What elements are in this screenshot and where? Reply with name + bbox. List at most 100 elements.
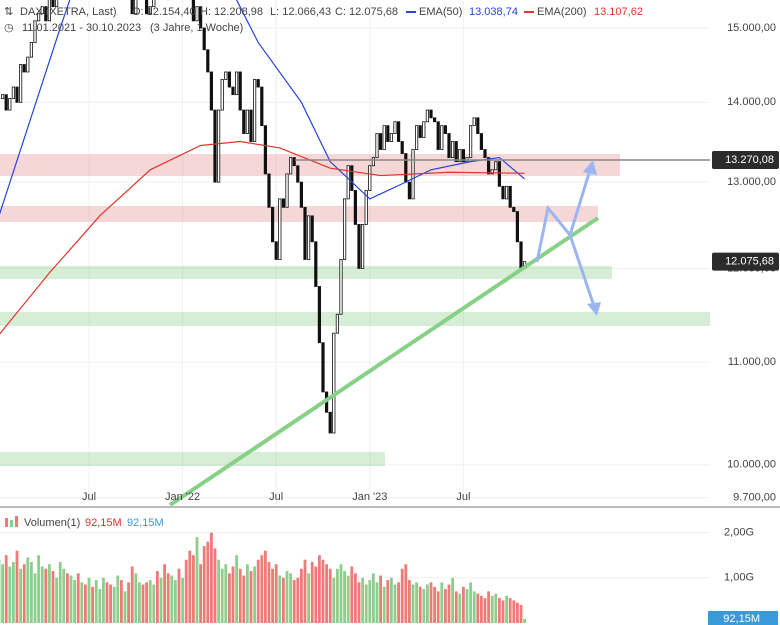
volume-bar — [516, 602, 519, 623]
candle — [263, 125, 268, 175]
x-tick-label: Jan '22 — [165, 491, 200, 503]
volume-bar — [458, 593, 462, 623]
volume-bar — [66, 573, 69, 623]
volume-badge-label: 92,15M — [723, 613, 760, 625]
candle — [26, 56, 30, 73]
volume-bar — [123, 591, 127, 623]
candle — [130, 0, 134, 15]
volume-bar — [30, 561, 33, 623]
volume-bar — [91, 586, 94, 623]
candle — [472, 117, 476, 127]
volume-bar — [436, 591, 440, 623]
candle — [292, 157, 296, 167]
volume-bar — [303, 559, 307, 623]
candle — [267, 173, 271, 208]
candle — [396, 121, 401, 142]
candle — [0, 94, 5, 99]
volume-bar — [188, 550, 192, 623]
zones — [0, 154, 710, 466]
volume-bar — [217, 559, 220, 623]
candle — [447, 133, 451, 158]
candle — [429, 109, 433, 119]
candle — [364, 190, 368, 225]
volume-bar — [444, 589, 447, 623]
candle — [328, 411, 332, 434]
candle — [245, 109, 249, 134]
volume-bar — [451, 577, 454, 623]
candle — [296, 165, 300, 183]
candle — [486, 157, 491, 175]
volume-bar — [69, 575, 73, 623]
candle — [400, 141, 404, 154]
volume-bar — [404, 564, 408, 623]
candle — [414, 125, 419, 150]
volume-bar — [472, 591, 476, 623]
volume-bar — [22, 564, 26, 623]
volume-title: Volumen(1) — [24, 517, 80, 529]
volume-bar — [134, 573, 138, 623]
volume-bar — [476, 593, 480, 623]
candle — [512, 206, 516, 212]
legend-value: 13.038,74 — [469, 6, 518, 18]
volume-bar — [364, 584, 368, 623]
volume-bar — [300, 568, 303, 623]
volume-bar — [51, 571, 55, 623]
price-badge — [712, 151, 779, 170]
volume-bar — [375, 582, 379, 623]
volume-bar — [192, 555, 195, 623]
volume-bar — [260, 555, 264, 623]
x-tick-label: Jan '23 — [352, 491, 387, 503]
volume-bar — [357, 582, 361, 623]
candle — [350, 165, 354, 191]
y-tick-label: 2,00G — [724, 527, 754, 539]
volume-bar — [253, 566, 256, 623]
volume-bar — [4, 555, 8, 623]
volume-bar — [213, 548, 217, 623]
volume-bar — [289, 573, 292, 623]
volume-bar — [159, 577, 163, 623]
volume-bar — [418, 586, 422, 623]
candle — [242, 109, 246, 134]
volume-bar — [382, 586, 386, 623]
volume-bar — [411, 584, 415, 623]
volume-bar — [465, 589, 469, 623]
volume-bar — [195, 537, 199, 623]
candle — [418, 125, 422, 138]
volume-bar — [62, 568, 66, 623]
volume-bar — [33, 573, 37, 623]
volume-bar — [505, 595, 508, 623]
volume-bar — [310, 561, 314, 623]
icon: ◷ — [4, 22, 14, 34]
x-tick-label: Jul — [269, 491, 283, 503]
candle — [195, 6, 199, 22]
candle — [47, 0, 52, 22]
volume-bar — [80, 582, 84, 623]
candle — [18, 64, 23, 103]
volume-bar — [498, 598, 501, 623]
candle — [148, 6, 152, 15]
candle — [342, 198, 347, 260]
scenario-arrow — [535, 169, 592, 263]
volume-bar — [184, 559, 188, 623]
volume-bar — [94, 580, 98, 623]
candle — [357, 224, 361, 269]
volume-bar — [246, 564, 249, 623]
drawings — [168, 160, 601, 507]
volume-bar — [19, 568, 22, 623]
volume-bar — [1, 564, 4, 623]
volume-bar — [174, 580, 177, 623]
date-range: 11.01.2021 - 30.10.2023 — [22, 22, 141, 34]
candle — [458, 149, 462, 163]
volume-bar — [354, 573, 357, 623]
close: C: 12.075,68 — [335, 6, 398, 18]
volume-badge — [708, 611, 778, 625]
y-tick-label: 15.000,00 — [727, 22, 776, 34]
candle — [252, 79, 257, 142]
volume-bar — [210, 532, 213, 623]
support-zone — [0, 452, 385, 466]
candle — [8, 98, 12, 111]
candle — [33, 20, 37, 43]
candle — [504, 185, 509, 200]
candle — [332, 332, 336, 434]
